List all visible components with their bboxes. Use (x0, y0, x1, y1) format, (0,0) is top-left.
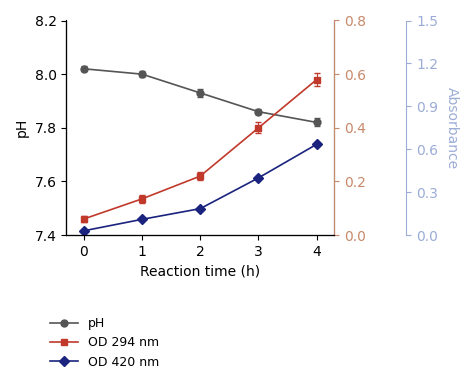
X-axis label: Reaction time (h): Reaction time (h) (140, 264, 260, 279)
Y-axis label: pH: pH (15, 118, 29, 138)
Y-axis label: Absorbance: Absorbance (445, 87, 459, 169)
Legend: pH, OD 294 nm, OD 420 nm: pH, OD 294 nm, OD 420 nm (44, 311, 165, 375)
